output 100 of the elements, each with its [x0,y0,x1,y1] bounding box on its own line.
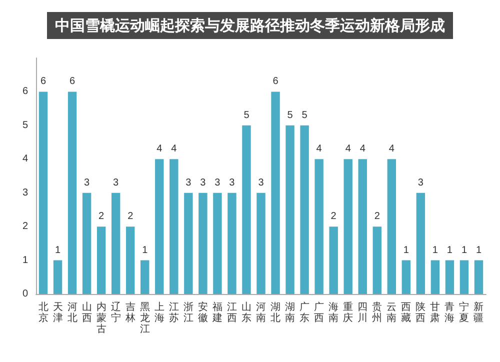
data-label: 3 [229,177,236,188]
y-tick-label: 6 [22,86,28,98]
x-tick-label: 云南 [386,302,397,324]
data-label: 1 [476,244,482,256]
x-tick-label: 辽宁 [110,301,121,324]
x-tick-label: 甘肃 [430,301,440,324]
x-tick-label: 黑龙江 [140,302,150,335]
bar [213,192,222,294]
x-tick-label: 西藏 [401,302,412,324]
data-label: 3 [418,177,424,188]
bar [126,226,135,294]
bar [460,260,469,294]
bar [68,92,77,294]
bar [96,226,106,294]
data-label: 4 [388,144,395,155]
x-tick-label: 内蒙古 [96,301,106,335]
x-tick-label: 江西 [226,301,237,324]
bar [111,192,120,294]
data-label: 1 [432,244,438,256]
x-tick-label: 青海 [444,301,455,324]
x-tick-label: 宁夏 [459,301,470,324]
data-label: 1 [54,244,61,256]
x-tick-label: 湖南 [285,301,296,324]
x-tick-label: 河南 [256,301,266,324]
y-tick-label: 2 [22,221,28,232]
x-tick-label: 贵州 [372,301,382,324]
data-label: 2 [128,211,134,222]
data-label: 4 [345,144,352,155]
data-label: 2 [374,211,380,222]
data-label: 2 [98,211,105,222]
y-tick-label: 0 [22,288,28,300]
bar [387,159,396,294]
x-tick-label: 广东 [300,301,310,324]
bar [344,159,352,294]
bar [286,125,294,294]
x-tick-label: 新疆 [474,301,484,324]
data-label: 5 [287,110,294,121]
x-tick-label: 福建 [211,301,222,324]
bar [82,192,92,294]
data-label: 3 [200,177,206,188]
chart-title: 中国雪橇运动崛起探索与发展路径推动冬季运动新格局形成 [55,16,445,34]
x-tick-label: 海南 [328,301,339,324]
bar [184,192,193,294]
data-label: 5 [302,110,308,121]
bar [38,92,48,294]
bar [358,159,367,294]
data-label: 4 [316,144,322,155]
bar [430,260,440,294]
bar [314,159,324,294]
x-tick-label: 四川 [358,302,368,324]
x-tick-label: 陕西 [416,301,426,324]
data-label: 4 [171,144,178,155]
bar [474,260,484,294]
x-tick-label: 湖北 [270,301,281,324]
x-tick-label: 安徽 [198,301,208,324]
y-tick-label: 3 [22,187,28,198]
data-label: 6 [272,76,279,88]
bar [170,159,178,294]
bar [329,226,338,294]
x-tick-label: 上海 [154,301,164,324]
data-label: 1 [403,244,410,256]
data-label: 3 [84,177,90,188]
x-tick-label: 河北 [67,301,78,324]
data-label: 3 [186,177,192,188]
x-tick-label: 吉林 [124,301,136,324]
x-tick-label: 山西 [82,301,92,324]
bar [271,92,280,294]
data-label: 5 [244,110,250,121]
bar [155,159,164,294]
bar [256,192,266,294]
bar [53,260,62,294]
bar [228,192,236,294]
bar [402,260,411,294]
bar [242,125,251,294]
bar [372,226,382,294]
bar [416,192,426,294]
y-tick-label: 1 [22,254,28,266]
data-label: 4 [360,144,366,155]
data-label: 1 [446,244,453,256]
x-tick-label: 江苏 [168,301,179,324]
data-label: 1 [461,244,468,256]
x-tick-label: 浙江 [183,301,194,324]
data-label: 3 [113,177,120,188]
y-tick-label: 4 [22,154,28,165]
bar [140,260,150,294]
data-label: 1 [142,244,148,256]
data-label: 6 [40,76,46,88]
x-tick-label: 广西 [314,301,324,324]
bar [445,260,454,294]
x-tick-label: 山东 [241,301,252,324]
data-label: 4 [156,144,163,155]
x-tick-label: 北京 [38,301,48,324]
x-tick-label: 重庆 [343,301,354,324]
x-tick-label: 天津 [52,302,63,324]
data-label: 3 [258,177,264,188]
data-label: 6 [70,76,76,88]
y-tick-label: 5 [22,120,28,131]
data-label: 2 [330,211,337,222]
bar [300,125,309,294]
bar [198,192,208,294]
